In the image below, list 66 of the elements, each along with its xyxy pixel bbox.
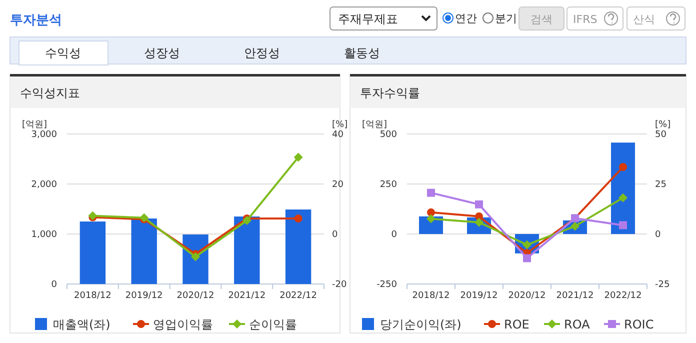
point (523, 254, 531, 262)
legend-label: ROA (564, 318, 591, 332)
x-tick-label: 2019/12 (460, 291, 498, 301)
y2-axis-title: [%] (332, 120, 348, 130)
y-tick-label: 0 (391, 230, 398, 240)
legend-label: 매출액(좌) (53, 318, 110, 332)
x-tick-label: 2018/12 (74, 291, 112, 301)
x-tick-label: 2018/12 (412, 291, 450, 301)
text: 투자분석 (10, 13, 62, 28)
y-tick-label: 250 (380, 180, 398, 190)
point (294, 214, 302, 222)
y-axis-title: [억원] (362, 120, 388, 130)
y-tick-label: -250 (376, 280, 398, 290)
text: 분기 (495, 12, 517, 25)
y2-tick-label: 0 (332, 230, 338, 240)
legend-label: 당기순이익(좌) (380, 318, 462, 332)
point (427, 188, 435, 197)
legend-label: ROE (504, 318, 530, 332)
point (475, 200, 483, 208)
x-tick-label: 2019/12 (125, 291, 163, 301)
x-tick-label: 2022/12 (604, 291, 642, 301)
point (242, 216, 252, 225)
text: 검색 (530, 13, 552, 26)
y2-tick-label: 40 (332, 130, 344, 140)
point (294, 152, 303, 162)
chart-title: 투자수익률 (360, 86, 420, 100)
x-tick-label: 2021/12 (556, 291, 594, 301)
legend-label: ROIC (624, 318, 654, 332)
legend-label: 영업이익률 (153, 318, 213, 332)
bar (285, 210, 312, 284)
point (619, 221, 627, 230)
y2-axis-title: [%] (655, 120, 671, 130)
text: 안정성 (244, 46, 280, 60)
chart-title: 수익성지표 (20, 86, 80, 100)
y2-tick-label: 0 (655, 230, 661, 240)
y-tick-label: 2,000 (31, 180, 58, 190)
x-tick-label: 2020/12 (176, 291, 214, 301)
y-tick-label: 3,000 (31, 130, 58, 140)
text: 연간 (455, 12, 477, 25)
y-tick-label: 500 (380, 130, 398, 140)
text: 성장성 (144, 46, 180, 60)
y-tick-label: 0 (51, 280, 58, 290)
point (191, 252, 200, 262)
point (427, 208, 435, 216)
text: 주재무제표 (338, 12, 398, 26)
bar (234, 216, 260, 284)
y-axis-title: [억원] (22, 120, 48, 130)
y2-tick-label: 50 (655, 130, 667, 140)
text: 수익성 (45, 46, 81, 60)
point (619, 163, 627, 171)
y2-tick-label: 25 (655, 180, 666, 190)
point (426, 214, 436, 224)
y-tick-label: 1,000 (31, 230, 58, 240)
bar (131, 218, 157, 284)
legend-label: 순이익률 (249, 318, 297, 332)
text: IFRS (573, 13, 598, 26)
text: 활동성 (344, 46, 380, 60)
bar (80, 222, 106, 284)
point (618, 193, 628, 202)
y2-tick-label: -20 (332, 280, 347, 290)
x-tick-label: 2021/12 (228, 291, 266, 301)
text: 산식 (633, 13, 655, 26)
y2-tick-label: 20 (332, 180, 344, 190)
x-tick-label: 2022/12 (280, 291, 317, 301)
y2-tick-label: -25 (655, 280, 670, 290)
x-tick-label: 2020/12 (508, 291, 546, 301)
